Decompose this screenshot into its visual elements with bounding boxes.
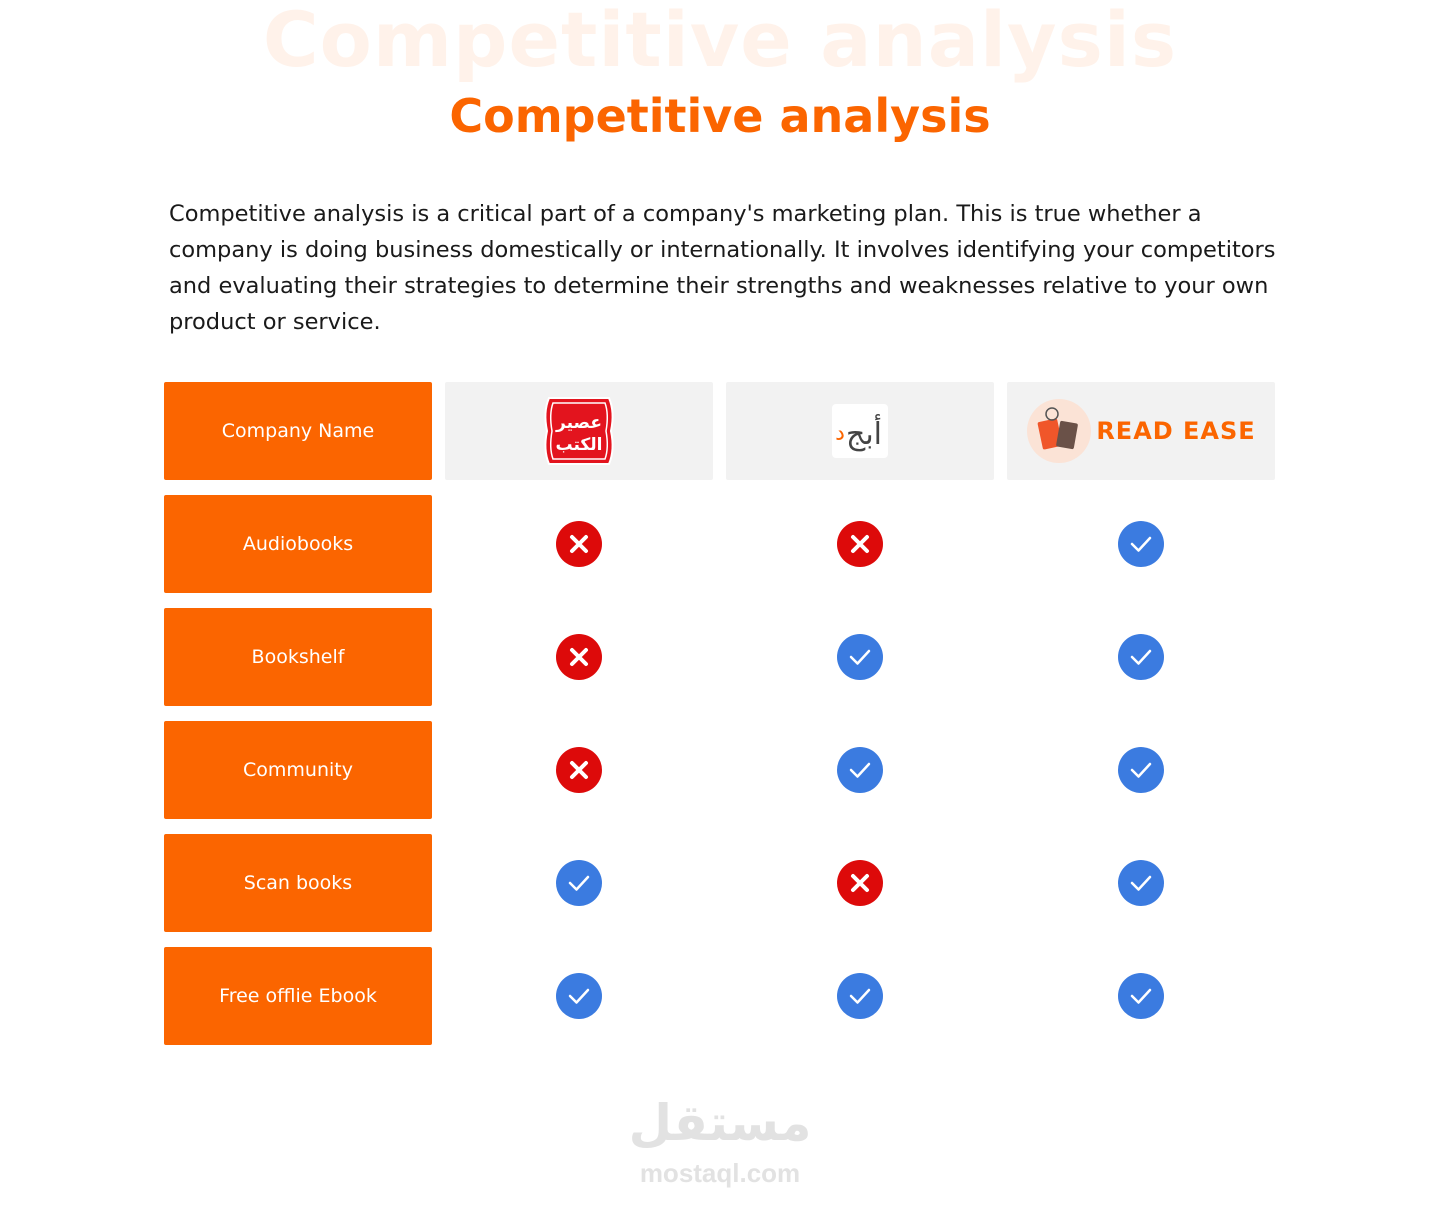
check-icon bbox=[556, 860, 602, 906]
feature-cell bbox=[726, 608, 994, 706]
svg-text:د: د bbox=[835, 421, 845, 446]
cross-icon bbox=[556, 521, 602, 567]
title-watermark: Competitive analysis bbox=[262, 0, 1178, 84]
check-icon bbox=[1118, 634, 1164, 680]
cross-icon bbox=[837, 860, 883, 906]
watermark-latin: mostaql.com bbox=[639, 1158, 801, 1188]
svg-text:أبج: أبج bbox=[846, 413, 882, 452]
feature-label: Audiobooks bbox=[164, 495, 432, 593]
logo-abjad: أبج د bbox=[726, 382, 994, 480]
check-icon bbox=[1118, 747, 1164, 793]
feature-cell bbox=[1007, 947, 1275, 1045]
feature-cell bbox=[445, 495, 713, 593]
watermark-arabic: مستقل bbox=[628, 1094, 812, 1152]
logo-asir-alkutub: عصير الكتب bbox=[445, 382, 713, 480]
read-ease-wordmark: READ EASE bbox=[1096, 417, 1256, 445]
intro-paragraph: Competitive analysis is a critical part … bbox=[169, 201, 1276, 335]
feature-label: Community bbox=[164, 721, 432, 819]
check-icon bbox=[1118, 860, 1164, 906]
feature-label: Bookshelf bbox=[164, 608, 432, 706]
cross-icon bbox=[837, 521, 883, 567]
check-icon bbox=[837, 973, 883, 1019]
feature-cell bbox=[726, 721, 994, 819]
feature-cell bbox=[445, 834, 713, 932]
page-title: Competitive analysis bbox=[449, 89, 991, 143]
mostaql-watermark: مستقل mostaql.com bbox=[620, 1090, 820, 1190]
svg-text:عصير: عصير bbox=[555, 413, 602, 433]
feature-cell bbox=[445, 608, 713, 706]
check-icon bbox=[1118, 521, 1164, 567]
feature-cell bbox=[726, 834, 994, 932]
cross-icon bbox=[556, 747, 602, 793]
feature-cell bbox=[726, 495, 994, 593]
logo-read-ease: READ EASE bbox=[1007, 382, 1275, 480]
feature-label: Scan books bbox=[164, 834, 432, 932]
feature-cell bbox=[1007, 608, 1275, 706]
feature-cell bbox=[445, 947, 713, 1045]
feature-cell bbox=[1007, 721, 1275, 819]
feature-label: Free offlie Ebook bbox=[164, 947, 432, 1045]
check-icon bbox=[556, 973, 602, 1019]
header-company-name: Company Name bbox=[164, 382, 432, 480]
feature-cell bbox=[445, 721, 713, 819]
check-icon bbox=[837, 747, 883, 793]
cross-icon bbox=[556, 634, 602, 680]
check-icon bbox=[1118, 973, 1164, 1019]
feature-cell bbox=[726, 947, 994, 1045]
check-icon bbox=[837, 634, 883, 680]
feature-cell bbox=[1007, 495, 1275, 593]
svg-text:الكتب: الكتب bbox=[555, 435, 602, 455]
feature-cell bbox=[1007, 834, 1275, 932]
